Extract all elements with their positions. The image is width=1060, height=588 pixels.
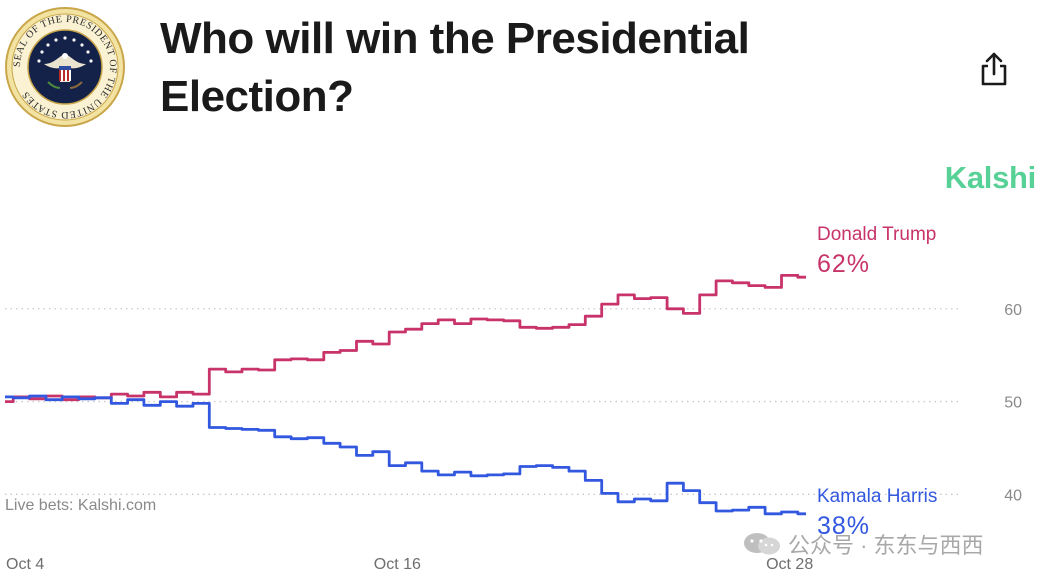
- y-tick-label: 40: [1004, 487, 1022, 504]
- series-name-label: Kamala Harris: [817, 486, 937, 507]
- series-line-harris[interactable]: [5, 394, 806, 516]
- series-layer: [5, 274, 806, 516]
- page-title: Who will win the Presidential Election?: [160, 10, 880, 126]
- series-percent-label: 38%: [817, 512, 870, 540]
- series-percent-label: 62%: [817, 250, 870, 278]
- watermark: 公众号 · 东东与西西: [742, 528, 984, 560]
- label-layer: Donald Trump 62% Kamala Harris 38%: [817, 224, 937, 540]
- wechat-icon: [742, 531, 782, 557]
- y-tick-label: 60: [1004, 302, 1022, 319]
- axis-layer: 60 50 40 Oct 4 Oct 16 Oct 28: [6, 302, 1022, 573]
- series-name-label: Donald Trump: [817, 224, 936, 245]
- kalshi-brand-logo: Kalshi: [944, 160, 1037, 195]
- grid-layer: [5, 308, 960, 495]
- x-tick-label: Oct 4: [6, 556, 44, 573]
- source-note: Live bets: Kalshi.com: [5, 497, 156, 514]
- x-tick-label: Oct 28: [766, 556, 813, 573]
- series-line-trump[interactable]: [5, 274, 806, 403]
- watermark-text: 公众号 · 东东与西西: [788, 533, 984, 558]
- share-icon[interactable]: [976, 50, 1012, 90]
- presidential-seal-logo: SEAL OF THE PRESIDENT OF THE UNITED STAT…: [4, 6, 126, 128]
- title-line-1: Who will win the Presidential: [160, 14, 750, 63]
- x-tick-label: Oct 16: [374, 556, 421, 573]
- title-line-2: Election?: [160, 72, 354, 121]
- y-tick-label: 50: [1004, 395, 1022, 412]
